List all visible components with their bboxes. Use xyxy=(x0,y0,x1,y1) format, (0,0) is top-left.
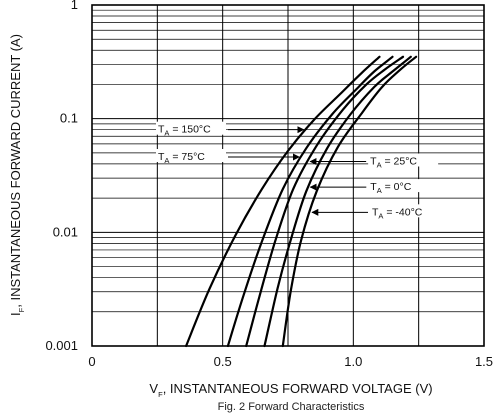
grid xyxy=(92,5,484,347)
annotation-label: TA = 75°C xyxy=(158,151,205,165)
annotation-75°C: TA = 75°C xyxy=(156,148,300,165)
series-line-3 xyxy=(263,55,412,348)
plot-frame xyxy=(91,4,485,347)
annotation-label-bg xyxy=(368,179,439,193)
x-tick-label: 0 xyxy=(88,354,95,369)
annotation-label-bg xyxy=(156,148,226,162)
x-tick-label: 0.5 xyxy=(214,354,232,369)
annotation-label: TA = 25°C xyxy=(370,155,417,169)
y-tick-label: 0.1 xyxy=(60,111,78,126)
series-line-1 xyxy=(226,55,394,348)
annotation-label: TA = 0°C xyxy=(370,181,411,195)
series-line-0 xyxy=(185,55,381,348)
annotation-label-bg xyxy=(156,121,226,135)
annotation-label: TA = -40°C xyxy=(372,206,423,220)
figure-caption: Fig. 2 Forward Characteristics xyxy=(218,401,365,413)
annotation-0°C: TA = 0°C xyxy=(309,179,439,195)
annotation-25°C: TA = 25°C xyxy=(309,153,439,169)
x-axis-title: VF, INSTANTANEOUS FORWARD VOLTAGE (V) xyxy=(149,381,432,399)
annotation-150°C: TA = 150°C xyxy=(156,121,305,138)
annotation-label-bg xyxy=(368,153,439,167)
series-line-4 xyxy=(281,55,418,348)
annotations: TA = 150°C TA = 75°C TA = 25°C TA = 0°C TA =… xyxy=(156,121,441,220)
x-tick-label: 1.0 xyxy=(344,354,362,369)
y-tick-label: 0.001 xyxy=(45,338,78,353)
y-tick-label: 1 xyxy=(71,0,78,12)
annotation--40°C: TA = -40°C xyxy=(311,204,441,220)
series-line-2 xyxy=(245,55,405,348)
x-tick-label: 1.5 xyxy=(475,354,493,369)
annotation-label-bg xyxy=(370,204,441,218)
curves xyxy=(185,55,418,348)
y-axis-title: IF, INSTANTANEOUS FORWARD CURRENT (A) xyxy=(8,34,26,316)
annotation-label: TA = 150°C xyxy=(158,124,211,138)
y-tick-label: 0.01 xyxy=(53,224,78,239)
tick-labels: 0 0.5 1.0 1.5 0.001 0.01 0.1 1 xyxy=(45,0,493,369)
